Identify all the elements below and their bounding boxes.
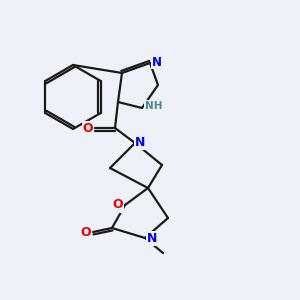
- Text: N: N: [135, 136, 145, 148]
- Text: N: N: [147, 232, 157, 244]
- Text: N: N: [152, 56, 162, 68]
- Text: NH: NH: [145, 101, 163, 111]
- Text: O: O: [83, 122, 93, 134]
- Text: O: O: [113, 199, 123, 212]
- Text: O: O: [81, 226, 91, 238]
